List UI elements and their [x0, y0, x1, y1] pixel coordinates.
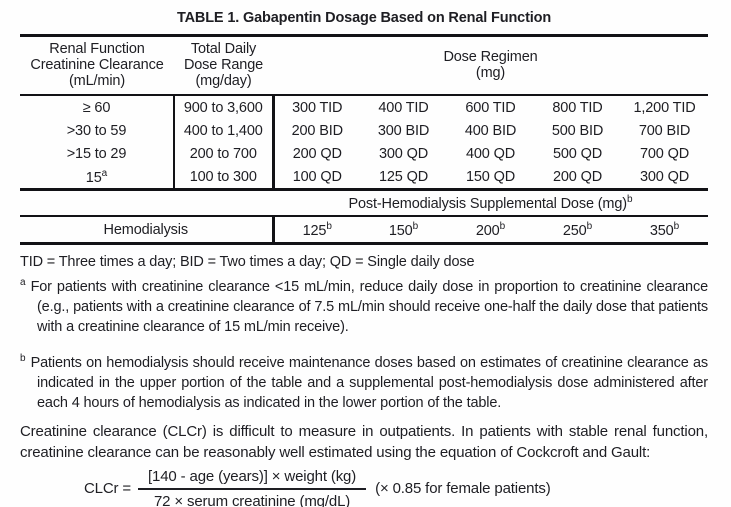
footnote-marker-b: b — [626, 194, 633, 206]
header-renal-function: Renal Function Creatinine Clearance (mL/… — [20, 35, 174, 96]
cell-dose: 300 QD — [378, 145, 429, 162]
header-total-daily-dose: Total Daily Dose Range (mg/day) — [174, 35, 273, 96]
table-body: ≥ 60 900 to 3,600 300 TID 400 TID 600 TI… — [20, 95, 708, 191]
footnote-a-marker: a — [20, 277, 26, 288]
cell-supplemental-dose: 350b — [621, 216, 708, 245]
dose-value: 125 — [302, 222, 327, 239]
dose-value: 150 — [388, 222, 413, 239]
cc-value: 15 — [85, 169, 102, 186]
footnote-a: a For patients with creatinine clearance … — [20, 273, 708, 337]
table-header: Renal Function Creatinine Clearance (mL/… — [20, 35, 708, 96]
formula-numerator: [140 - age (years)] × weight (kg) — [138, 468, 367, 490]
cell-dose-range: 200 to 700 — [174, 142, 275, 165]
hemodialysis-label: Hemodialysis — [20, 216, 275, 245]
dose-value: 350 — [649, 222, 674, 239]
hemodialysis-row: Hemodialysis 125b 150b 200b 250b 350b — [20, 216, 708, 245]
footnote-b-marker: b — [20, 352, 26, 364]
cell-dose: 800 TID — [552, 99, 603, 116]
cell-creatinine-clearance: >15 to 29 — [20, 142, 175, 165]
formula-denominator: 72 × serum creatinine (mg/dL) — [153, 492, 351, 507]
table-title: TABLE 1. Gabapentin Dosage Based on Rena… — [176, 10, 552, 26]
formula-female-factor: (× 0.85 for female patients) — [375, 480, 551, 498]
cell-dose: 300 QD — [621, 165, 708, 191]
cell-dose: 200 QD — [292, 145, 342, 162]
cell-dose: 700 QD — [639, 145, 690, 162]
cell-creatinine-clearance: 15a — [20, 165, 175, 191]
cell-dose: 500 BID — [551, 122, 604, 139]
cell-dose-range: 900 to 3,600 — [174, 95, 275, 119]
table-row: >30 to 59 400 to 1,400 200 BID 300 BID 4… — [20, 119, 708, 142]
header-line: (mg/day) — [195, 73, 252, 89]
cell-dose: 400 TID — [378, 99, 429, 116]
footnote-marker-b: b — [586, 220, 593, 232]
cell-dose-range: 400 to 1,400 — [174, 119, 275, 142]
dose-value: 200 — [475, 222, 500, 239]
footnote-marker-b: b — [326, 220, 332, 232]
cell-supplemental-dose: 250b — [534, 216, 621, 245]
cell-dose: 125 QD — [360, 165, 447, 191]
cell-supplemental-dose: 150b — [360, 216, 447, 245]
table-row: ≥ 60 900 to 3,600 300 TID 400 TID 600 TI… — [20, 95, 708, 119]
cell-dose: 700 BID — [638, 122, 691, 139]
footnote-marker-a: a — [101, 167, 108, 179]
cell-creatinine-clearance: ≥ 60 — [20, 95, 175, 119]
cockcroft-gault-formula: CLCr = [140 - age (years)] × weight (kg)… — [84, 468, 708, 507]
header-line: Dose Range — [183, 57, 264, 73]
formula-fraction: [140 - age (years)] × weight (kg) 72 × s… — [138, 468, 367, 507]
cell-dose-range: 100 to 300 — [174, 165, 275, 191]
post-hemodialysis-row: Post-Hemodialysis Supplemental Dose (mg)… — [20, 189, 708, 217]
cell-dose: 500 QD — [552, 145, 603, 162]
cell-dose: 600 TID — [465, 99, 516, 116]
cell-supplemental-dose: 200b — [447, 216, 534, 245]
header-line: Renal Function — [49, 41, 145, 57]
header-line: Dose Regimen — [443, 49, 538, 65]
header-line: Creatinine Clearance — [30, 57, 164, 73]
cell-dose: 200 BID — [291, 122, 343, 139]
footnote-marker-b: b — [412, 220, 419, 232]
header-line: (mg) — [475, 65, 506, 81]
footnote-b: b Patients on hemodialysis should receive… — [20, 349, 708, 413]
header-dose-regimen: Dose Regimen (mg) — [273, 35, 708, 96]
dose-value: 250 — [562, 222, 587, 239]
hemodialysis-section: Post-Hemodialysis Supplemental Dose (mg)… — [20, 189, 708, 245]
cell-dose: 1,200 TID — [633, 99, 696, 116]
cell-dose: 400 QD — [465, 145, 516, 162]
abbreviation-key: TID = Three times a day; BID = Two times… — [20, 254, 475, 270]
footnote-a-text: For patients with creatinine clearance <… — [30, 278, 709, 335]
cell-supplemental-dose: 125b — [273, 216, 360, 245]
cell-dose: 300 BID — [377, 122, 430, 139]
cell-dose: 150 QD — [447, 165, 534, 191]
cell-dose: 300 TID — [292, 99, 343, 116]
formula-lhs: CLCr = — [84, 480, 132, 498]
table-row: >15 to 29 200 to 700 200 QD 300 QD 400 Q… — [20, 142, 708, 165]
footnote-marker-b: b — [673, 220, 680, 232]
post-hemodialysis-label: Post-Hemodialysis Supplemental Dose (mg) — [348, 195, 627, 212]
cell-dose: 400 BID — [464, 122, 517, 139]
empty-cell — [20, 189, 273, 217]
header-line: (mL/min) — [69, 73, 125, 89]
footnote-marker-b: b — [499, 220, 506, 232]
clcr-paragraph: Creatinine clearance (CLCr) is difficult… — [20, 422, 708, 461]
post-hemodialysis-header: Post-Hemodialysis Supplemental Dose (mg)… — [273, 189, 708, 217]
footnote-b-text: Patients on hemodialysis should receive … — [30, 354, 709, 411]
gabapentin-dosage-table: Renal Function Creatinine Clearance (mL/… — [20, 34, 708, 245]
header-line: Total Daily — [190, 41, 257, 57]
cell-creatinine-clearance: >30 to 59 — [20, 119, 175, 142]
cell-dose: 200 QD — [534, 165, 621, 191]
table-row: 15a 100 to 300 100 QD 125 QD 150 QD 200 … — [20, 165, 708, 191]
cell-dose: 100 QD — [273, 165, 360, 191]
